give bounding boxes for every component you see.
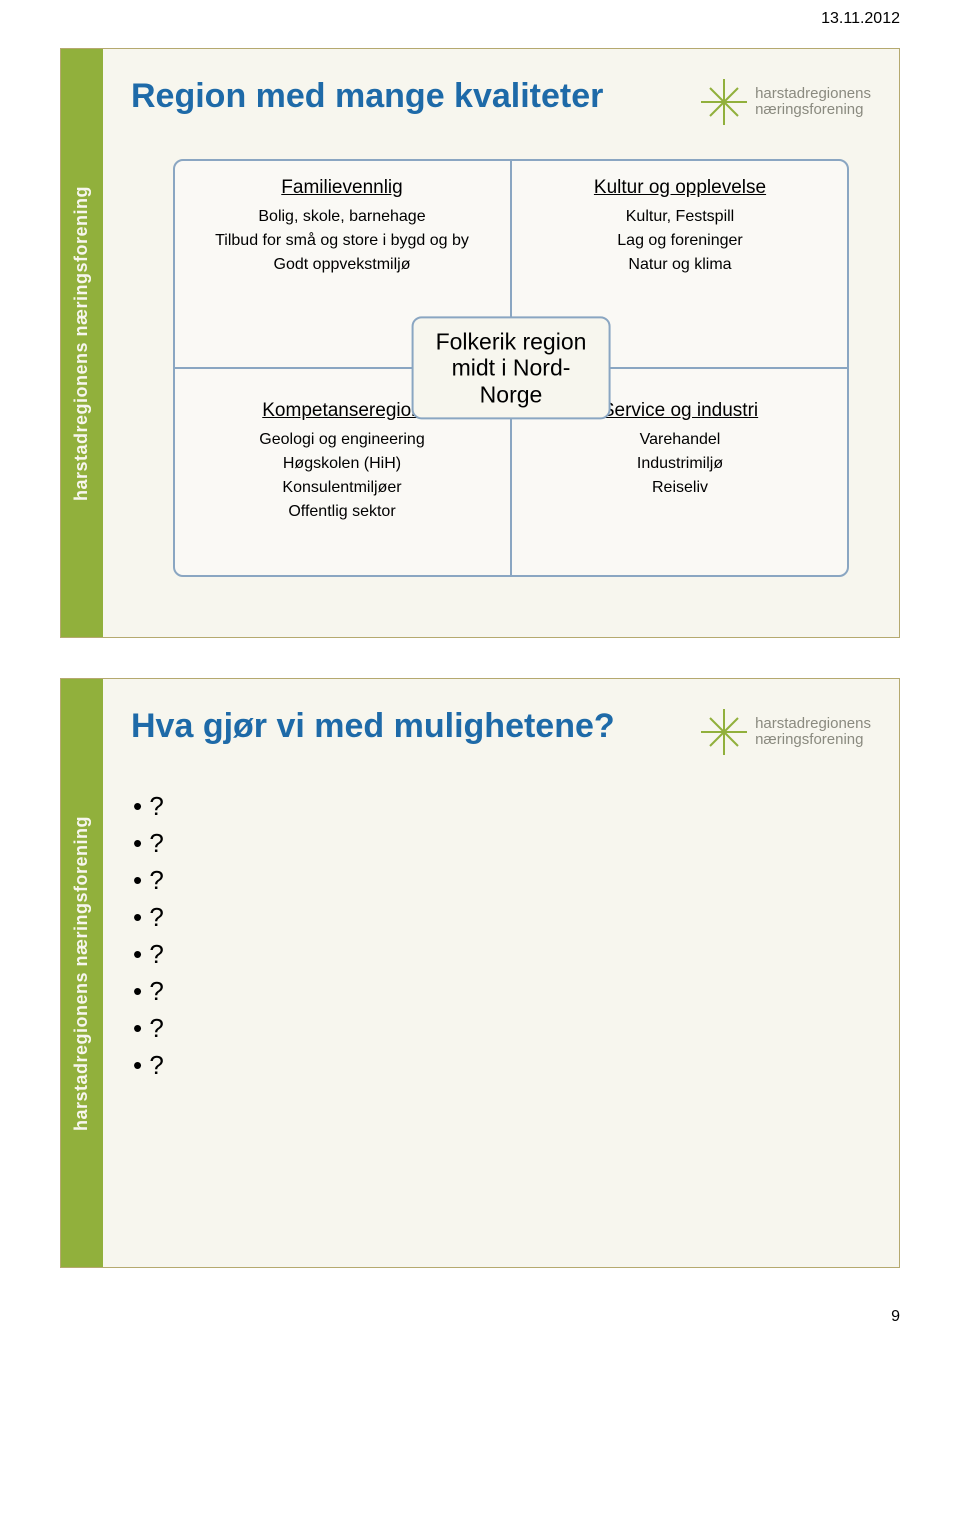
- list-item: ?: [133, 939, 871, 970]
- cell-line: Offentlig sektor: [195, 500, 489, 524]
- list-item: ?: [133, 1013, 871, 1044]
- list-item: ?: [133, 976, 871, 1007]
- slide-header: Region med mange kvaliteter: [131, 77, 871, 127]
- cell-line: Kultur, Festspill: [533, 205, 827, 229]
- logo-text: harstadregionens næringsforening: [755, 86, 871, 119]
- logo-text: harstadregionens næringsforening: [755, 716, 871, 749]
- list-item: ?: [133, 902, 871, 933]
- cell-line: Bolig, skole, barnehage: [195, 205, 489, 229]
- page-number: 9: [0, 1298, 960, 1346]
- logo-line-2: næringsforening: [755, 102, 871, 119]
- cell-line: Industrimiljø: [533, 452, 827, 476]
- logo-line-1: harstadregionens: [755, 716, 871, 733]
- slide-title: Hva gjør vi med mulighetene?: [131, 707, 615, 746]
- slide-sidebar: harstadregionens næringsforening: [61, 49, 103, 637]
- center-label-box: Folkerik regionmidt i Nord-Norge: [412, 316, 611, 419]
- cell-line: Tilbud for små og store i bygd og by: [195, 229, 489, 253]
- slide-title: Region med mange kvaliteter: [131, 77, 603, 116]
- cell-line: Varehandel: [533, 428, 827, 452]
- slide-sidebar: harstadregionens næringsforening: [61, 679, 103, 1267]
- cell-line: Lag og foreninger: [533, 229, 827, 253]
- cell-line: Geologi og engineering: [195, 428, 489, 452]
- cell-line: Natur og klima: [533, 253, 827, 277]
- slide-header: Hva gjør vi med mulighetene?: [131, 707, 871, 757]
- starburst-icon: [699, 707, 749, 757]
- sidebar-brand-text: harstadregionens næringsforening: [72, 185, 93, 500]
- list-item: ?: [133, 828, 871, 859]
- cell-title: Kultur og opplevelse: [533, 177, 827, 199]
- cell-title: Familievennlig: [195, 177, 489, 199]
- list-item: ?: [133, 791, 871, 822]
- cell-line: Reiseliv: [533, 476, 827, 500]
- slide-1: harstadregionens næringsforening Region …: [60, 48, 900, 638]
- bullet-list: ? ? ? ? ? ? ? ?: [131, 791, 871, 1081]
- cell-line: Høgskolen (HiH): [195, 452, 489, 476]
- slide-2: harstadregionens næringsforening Hva gjø…: [60, 678, 900, 1268]
- logo-line-2: næringsforening: [755, 732, 871, 749]
- brand-logo: harstadregionens næringsforening: [699, 77, 871, 127]
- date-header: 13.11.2012: [0, 0, 960, 28]
- slide-content: Region med mange kvaliteter: [103, 49, 899, 637]
- cell-line: Konsulentmiljøer: [195, 476, 489, 500]
- brand-logo: harstadregionens næringsforening: [699, 707, 871, 757]
- list-item: ?: [133, 1050, 871, 1081]
- quadrant-diagram: Familievennlig Bolig, skole, barnehage T…: [173, 159, 849, 577]
- cell-line: Godt oppvekstmiljø: [195, 253, 489, 277]
- list-item: ?: [133, 865, 871, 896]
- slide-content: Hva gjør vi med mulighetene?: [103, 679, 899, 1267]
- logo-line-1: harstadregionens: [755, 86, 871, 103]
- center-label-text: Folkerik regionmidt i Nord-Norge: [436, 328, 587, 407]
- starburst-icon: [699, 77, 749, 127]
- page-container: harstadregionens næringsforening Region …: [0, 28, 960, 1298]
- sidebar-brand-text: harstadregionens næringsforening: [72, 815, 93, 1130]
